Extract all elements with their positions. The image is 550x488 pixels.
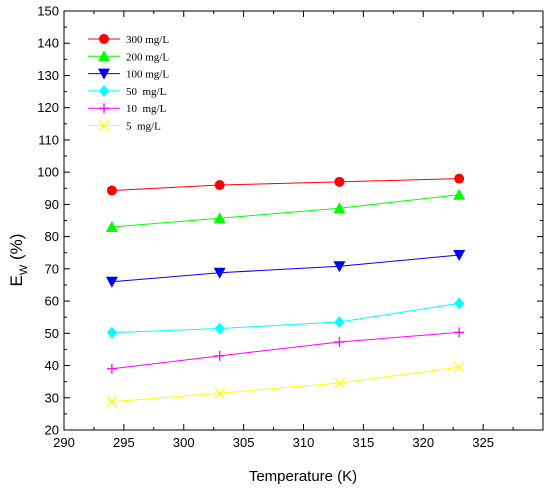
data-point [333,202,346,214]
data-point [106,185,117,196]
legend-marker [99,103,109,114]
y-tick-label: 120 [37,100,59,115]
data-point [214,180,225,191]
data-point [214,350,225,361]
y-tick-label: 90 [45,197,59,212]
data-point [333,261,346,273]
y-axis-label: EW (%) [7,234,30,287]
legend-item: 5 mg/L [88,120,161,133]
data-point [214,322,225,335]
legend-marker [98,50,110,62]
y-tick-label: 130 [37,68,59,83]
legend-label: 5 mg/L [126,121,161,133]
x-tick-label: 320 [412,435,434,450]
series-2 [105,249,466,288]
data-point [454,173,465,184]
legend-label: 10 mg/L [126,103,167,115]
y-tick-label: 70 [45,261,59,276]
data-point [334,316,345,329]
x-tick-label: 300 [173,435,195,450]
y-tick-label: 40 [45,358,59,373]
series-line [111,254,460,283]
legend-label: 300 mg/L [126,34,169,46]
data-point [333,377,345,389]
y-tick-label: 50 [45,326,59,341]
y-tick-label: 20 [45,423,59,438]
legend-item: 50 mg/L [88,84,167,98]
series-0 [106,173,465,196]
data-point [334,176,345,187]
y-axis-label-main: E [7,275,26,286]
legend-marker [98,68,110,80]
legend-item: 100 mg/L [88,68,169,81]
data-point [106,363,117,374]
marker-stroke [106,396,118,408]
y-tick-label: 100 [37,165,59,180]
marker-stroke [453,361,465,373]
legend-item: 200 mg/L [88,50,169,63]
data-point [453,188,466,200]
data-point [454,327,465,338]
y-axis-label-sub: W [18,264,30,275]
x-axis-label: Temperature (K) [249,468,357,485]
x-tick-label: 295 [113,435,135,450]
data-point [454,297,465,310]
legend-label: 200 mg/L [126,51,169,63]
data-point [213,212,226,224]
data-point [214,387,226,399]
data-point [106,396,118,408]
data-point [453,361,465,373]
data-series [105,173,466,408]
data-point [105,276,118,288]
x-tick-label: 290 [53,435,75,450]
marker-stroke [98,120,110,131]
legend-item: 300 mg/L [88,34,169,46]
series-line [111,366,460,403]
data-point [106,326,117,339]
y-tick-label: 80 [45,229,59,244]
legend-marker [99,84,109,97]
x-tick-label: 310 [293,435,315,450]
x-tick-label: 315 [353,435,375,450]
series-line [111,302,460,334]
legend-item: 10 mg/L [88,103,167,115]
series-5 [106,361,465,408]
y-tick-label: 110 [38,132,59,147]
series-4 [106,327,465,374]
x-tick-label: 325 [472,435,494,450]
y-tick-label: 150 [37,4,59,19]
tick-marks [63,10,543,431]
legend-marker [99,34,109,44]
series-3 [106,297,465,339]
marker-stroke [214,387,226,399]
data-point [213,267,226,279]
series-line [111,194,460,228]
legend-label: 100 mg/L [126,69,169,81]
series-1 [105,188,466,232]
series-line [111,178,460,192]
data-point [334,337,345,348]
marker-stroke [333,377,345,389]
legend-marker [98,120,110,131]
y-tick-label: 140 [37,36,59,51]
y-tick-label: 30 [45,390,59,405]
y-tick-label: 60 [45,294,59,309]
tick-labels: 290 295 300 305 310 315 320 325 20 30 40 50 60 70 80 90… [37,4,494,451]
series-line [111,331,460,370]
x-tick-label: 305 [233,435,255,450]
y-axis-label-unit: (%) [7,234,26,260]
legend-label: 50 mg/L [126,86,167,98]
data-point [105,220,118,232]
legend: 300 mg/L 200 mg/L 100 mg/L 50 mg/L 10 mg/L 5 … [88,34,169,133]
data-point [453,249,466,261]
